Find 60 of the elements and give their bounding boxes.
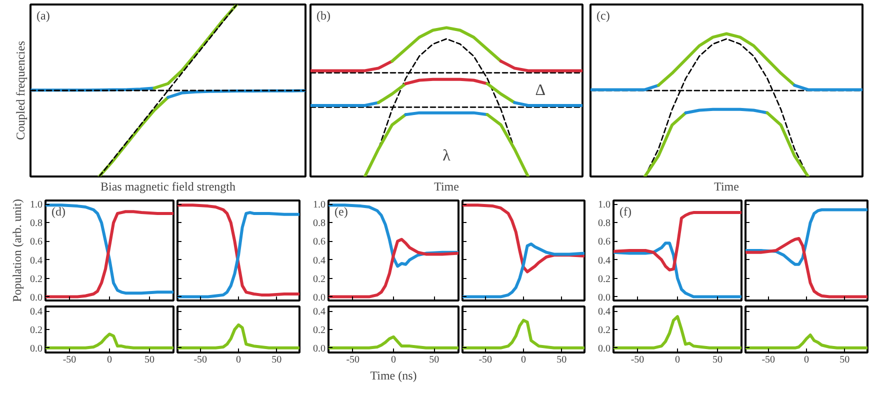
y-tick-label: 0.4: [598, 255, 610, 266]
x-tick-label: -50: [194, 354, 208, 366]
x-axis-title: Time: [714, 180, 739, 194]
x-tick-label: -50: [630, 354, 644, 366]
y-tick-label: 0.2: [598, 325, 610, 336]
y-tick-label: 0.4: [30, 306, 42, 318]
x-tick-label: 0: [675, 354, 680, 366]
y-tick-label: 1.0: [598, 200, 610, 211]
y-tick-label: 0.4: [313, 255, 326, 266]
x-tick-label: 50: [144, 354, 154, 366]
y-tick-label: 0.2: [30, 274, 42, 285]
y-tick-label: 0.2: [313, 325, 326, 336]
text: (c): [596, 8, 610, 22]
x-axis-title: Time: [434, 180, 459, 194]
y-tick-label: 0.8: [598, 218, 610, 230]
annotation: (a): [36, 8, 50, 22]
x-tick-label: 0: [804, 354, 809, 366]
y-tick-label: 0.2: [598, 274, 610, 285]
x-tick-label: -50: [346, 354, 360, 366]
x-tick-label: 0: [391, 354, 396, 366]
y-tick-label: 0.0: [313, 292, 326, 304]
y-tick-label: 0.4: [598, 306, 610, 318]
x-tick-label: 50: [272, 354, 282, 366]
y-tick-label: 0.0: [30, 292, 42, 304]
y-tick-label: 0.0: [313, 343, 326, 354]
annotation: (e): [334, 204, 348, 218]
line-series: [328, 238, 458, 298]
x-tick-label: 0: [236, 354, 241, 366]
y-tick-label: 0.6: [598, 236, 610, 248]
y-tick-label: 0.2: [313, 274, 326, 285]
y-tick-label: 0.8: [313, 218, 326, 230]
annotation: Δ: [535, 82, 546, 99]
y-tick-label: 0.8: [30, 218, 42, 230]
y-tick-label: 0.2: [30, 325, 42, 336]
annotation: (f): [620, 204, 632, 218]
x-tick-label: -50: [762, 354, 776, 366]
x-tick-label: 0: [521, 354, 526, 366]
x-tick-label: 50: [712, 354, 722, 366]
y-tick-label: 0.0: [598, 343, 610, 354]
x-axis-title: Bias magnetic field strength: [100, 180, 236, 194]
y-tick-label: 0.0: [598, 292, 610, 304]
x-tick-label: 50: [556, 354, 567, 366]
y-tick-label: 0.0: [30, 343, 42, 354]
y-axis-title: Population (arb. unit): [10, 199, 24, 302]
y-tick-label: 0.6: [313, 236, 326, 248]
text: (b): [316, 8, 330, 22]
annotation: λ: [442, 147, 451, 164]
y-tick-label: 0.6: [30, 236, 42, 248]
x-tick-label: 50: [429, 354, 440, 366]
y-tick-label: 1.0: [30, 200, 42, 211]
y-tick-label: 0.4: [30, 255, 42, 266]
x-tick-label: -50: [62, 354, 76, 366]
x-tick-label: 0: [107, 354, 112, 366]
y-tick-label: 0.4: [313, 306, 326, 318]
x-axis-title: Time (ns): [370, 368, 417, 382]
y-tick-label: 1.0: [313, 200, 326, 211]
y-axis-title: Coupled frequencies: [14, 40, 28, 140]
annotation: (d): [52, 204, 66, 218]
x-tick-label: 50: [840, 354, 850, 366]
x-tick-label: -50: [478, 354, 492, 366]
